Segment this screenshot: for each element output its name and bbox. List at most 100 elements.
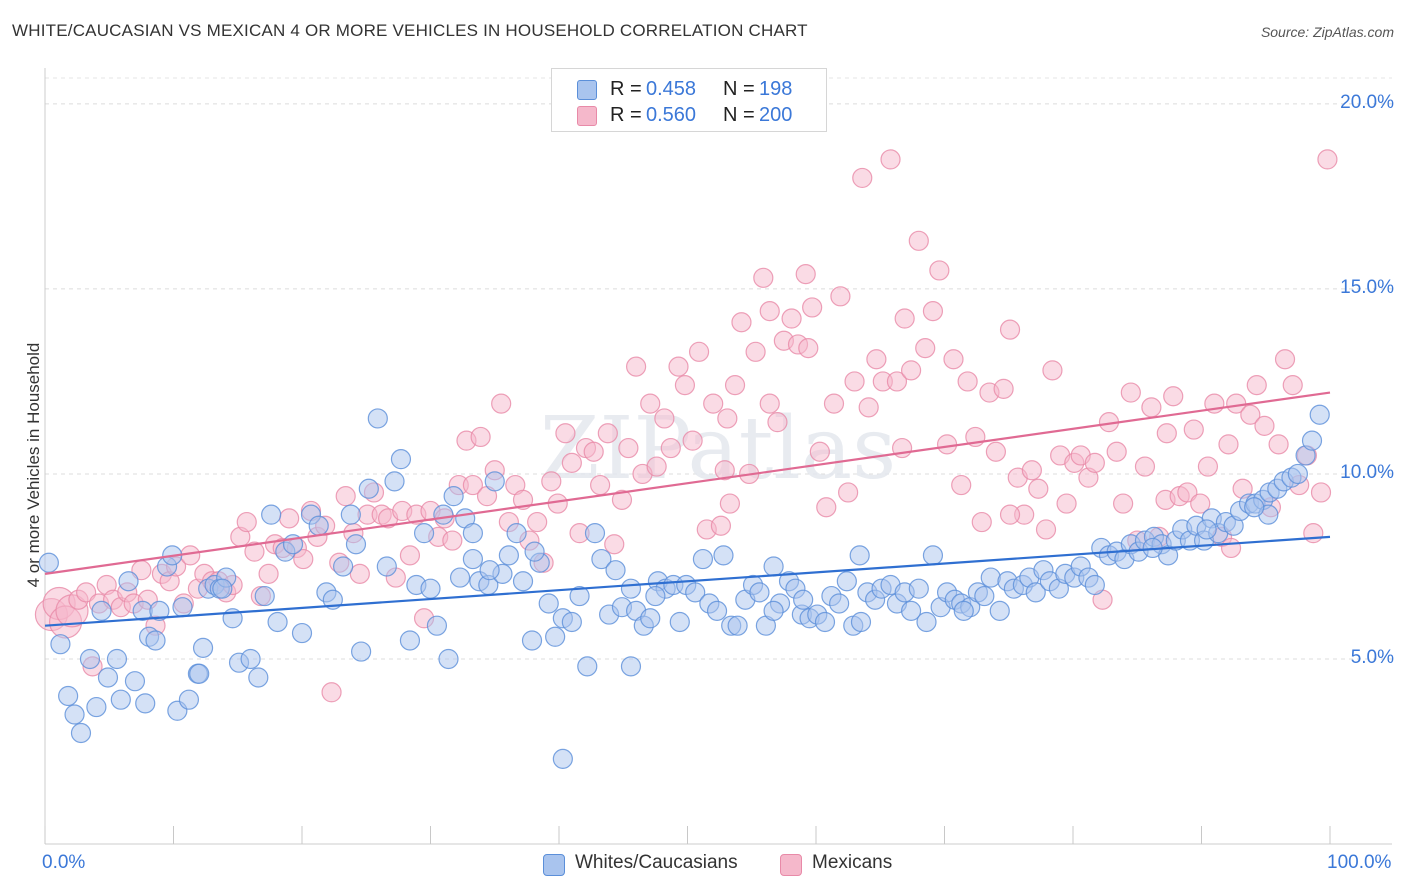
data-point bbox=[886, 371, 908, 392]
data-point bbox=[561, 611, 582, 633]
data-point bbox=[999, 319, 1021, 340]
data-point bbox=[1113, 493, 1134, 514]
data-point bbox=[555, 423, 576, 444]
data-point bbox=[308, 515, 329, 536]
data-point bbox=[953, 600, 974, 621]
data-point bbox=[844, 371, 865, 392]
legend-row-whites: R = 0.458 N = 198 bbox=[552, 75, 826, 101]
data-point bbox=[611, 489, 633, 510]
data-point bbox=[118, 571, 139, 592]
data-point bbox=[713, 545, 734, 566]
data-point bbox=[577, 656, 598, 677]
data-point bbox=[753, 267, 774, 288]
trend-line-whites bbox=[44, 535, 1331, 627]
data-point bbox=[349, 563, 370, 584]
y-tick-label: 15.0% bbox=[1340, 276, 1394, 298]
data-point bbox=[512, 489, 534, 510]
data-point bbox=[980, 567, 1001, 588]
data-point bbox=[524, 541, 545, 562]
data-point bbox=[584, 523, 606, 544]
data-point bbox=[145, 630, 166, 651]
data-point bbox=[521, 630, 543, 651]
data-point bbox=[660, 437, 681, 459]
data-point bbox=[951, 474, 972, 496]
data-point bbox=[384, 471, 405, 492]
data-point bbox=[491, 393, 512, 414]
data-point bbox=[506, 523, 527, 544]
data-point bbox=[985, 441, 1007, 462]
bottom-legend-swatch-pink bbox=[780, 854, 802, 876]
data-point bbox=[674, 375, 696, 396]
data-point bbox=[1183, 419, 1204, 440]
data-point bbox=[351, 641, 372, 662]
data-point bbox=[866, 349, 887, 370]
data-point bbox=[1244, 497, 1265, 518]
data-point bbox=[443, 486, 464, 507]
data-point bbox=[829, 593, 850, 614]
data-point bbox=[781, 308, 802, 329]
data-point bbox=[908, 578, 929, 599]
data-point bbox=[852, 167, 873, 189]
data-point bbox=[605, 560, 626, 581]
x-tick-label-max: 100.0% bbox=[1327, 852, 1392, 873]
data-point bbox=[172, 597, 193, 618]
data-point bbox=[527, 511, 548, 533]
data-point bbox=[244, 541, 265, 562]
data-point bbox=[1021, 460, 1042, 481]
data-point bbox=[333, 556, 354, 577]
data-point bbox=[212, 578, 233, 599]
data-point bbox=[442, 530, 463, 551]
data-point bbox=[1025, 582, 1046, 603]
bottom-legend-label: Whites/Caucasians bbox=[575, 852, 738, 873]
data-point bbox=[293, 548, 314, 570]
data-point bbox=[654, 408, 675, 429]
data-point bbox=[86, 696, 107, 718]
data-point bbox=[1246, 375, 1267, 396]
data-point bbox=[70, 722, 92, 744]
data-point bbox=[836, 571, 857, 592]
data-point bbox=[1274, 349, 1296, 370]
trend-lines bbox=[44, 391, 1331, 627]
data-point bbox=[974, 585, 995, 607]
data-point bbox=[604, 534, 625, 555]
data-point bbox=[236, 511, 257, 533]
data-point bbox=[484, 471, 505, 492]
data-point bbox=[462, 474, 484, 496]
legend-n-label: N = bbox=[723, 78, 755, 100]
data-point bbox=[717, 408, 738, 429]
data-point bbox=[1084, 452, 1105, 473]
data-point bbox=[710, 515, 732, 536]
data-point bbox=[1309, 404, 1330, 425]
trend-line-mexicans bbox=[44, 391, 1331, 575]
data-point bbox=[971, 511, 992, 533]
data-point bbox=[894, 308, 915, 329]
legend: R = 0.458 N = 198 R = 0.560 N = 200 bbox=[551, 68, 827, 132]
data-point bbox=[1254, 415, 1275, 436]
data-point bbox=[479, 560, 500, 581]
data-point bbox=[640, 608, 661, 629]
data-point bbox=[793, 589, 814, 610]
data-point bbox=[929, 260, 950, 281]
data-point bbox=[248, 667, 269, 688]
data-point bbox=[367, 408, 388, 429]
data-point bbox=[291, 622, 313, 644]
data-point bbox=[462, 523, 484, 544]
data-point bbox=[745, 341, 766, 362]
data-point bbox=[849, 545, 870, 566]
data-point bbox=[731, 312, 752, 333]
data-point bbox=[1301, 430, 1323, 451]
data-point bbox=[1163, 386, 1184, 407]
data-point bbox=[1106, 441, 1127, 462]
data-point bbox=[850, 611, 872, 633]
data-point bbox=[830, 286, 851, 307]
data-point bbox=[1028, 478, 1049, 499]
data-point bbox=[399, 545, 421, 566]
data-point bbox=[50, 634, 71, 655]
data-point bbox=[462, 548, 484, 570]
data-point bbox=[798, 338, 819, 359]
series-whites-caucasians bbox=[38, 404, 1330, 769]
data-point bbox=[1220, 537, 1242, 559]
data-point bbox=[538, 593, 559, 614]
data-point bbox=[1190, 493, 1211, 514]
data-point bbox=[838, 482, 859, 503]
